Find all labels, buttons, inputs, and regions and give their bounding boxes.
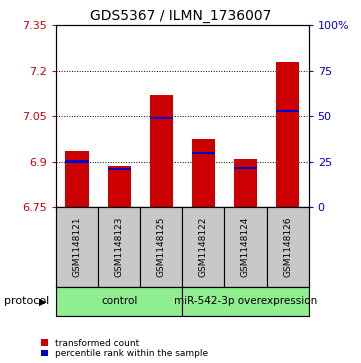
Bar [108,168,131,170]
Bar [192,152,215,154]
Bar [150,117,173,119]
Text: GSM1148121: GSM1148121 [73,217,82,277]
Text: GSM1148124: GSM1148124 [241,217,250,277]
Bar [108,166,131,207]
Bar [276,110,299,112]
Bar [56,287,182,316]
Bar [234,167,257,169]
Text: GDS5367 / ILMN_1736007: GDS5367 / ILMN_1736007 [90,9,271,23]
Bar [192,139,215,207]
Bar [65,151,88,207]
Bar [182,207,225,287]
Bar [98,207,140,287]
Bar [182,287,309,316]
Bar [266,207,309,287]
Text: GSM1148126: GSM1148126 [283,217,292,277]
Bar [150,95,173,207]
Text: miR-542-3p overexpression: miR-542-3p overexpression [174,296,317,306]
Bar [140,207,182,287]
Bar [276,62,299,207]
Text: ▶: ▶ [39,296,46,306]
Text: protocol: protocol [4,296,49,306]
Bar [225,207,266,287]
Text: GSM1148125: GSM1148125 [157,217,166,277]
Bar [234,159,257,207]
Legend: transformed count, percentile rank within the sample: transformed count, percentile rank withi… [41,339,208,359]
Bar [65,160,88,163]
Text: control: control [101,296,137,306]
Bar [56,207,98,287]
Text: GSM1148122: GSM1148122 [199,217,208,277]
Text: GSM1148123: GSM1148123 [115,217,123,277]
